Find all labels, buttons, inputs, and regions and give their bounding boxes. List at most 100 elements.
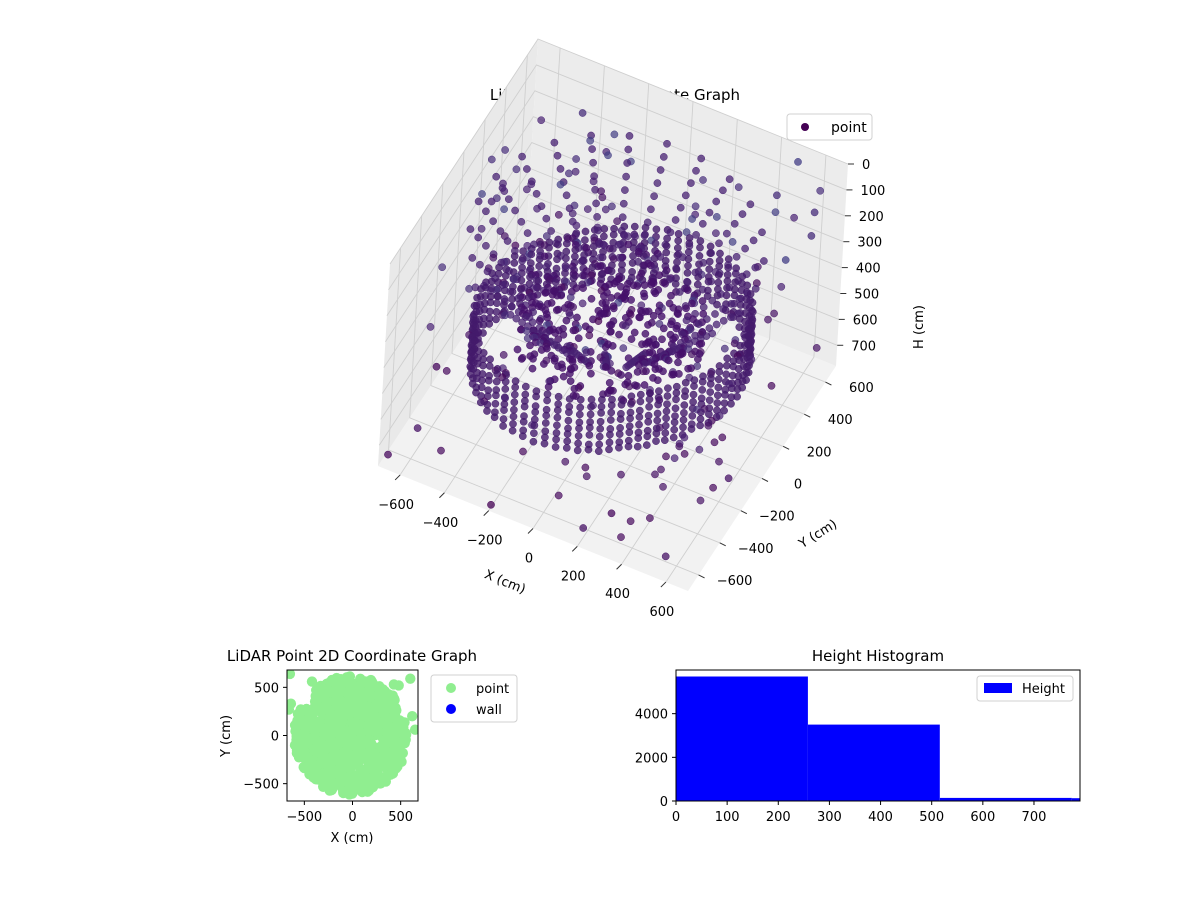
chart-3d-point — [582, 472, 591, 481]
histogram-y-tick-label: 4000 — [635, 708, 668, 723]
chart-3d-point — [519, 247, 527, 256]
chart-3d-point — [625, 382, 634, 391]
chart-2d-point — [364, 718, 375, 729]
chart-3d-point — [681, 191, 690, 200]
chart-3d-point — [659, 153, 668, 161]
y-tick-label: 200 — [807, 445, 832, 460]
chart-3d-point — [559, 330, 568, 339]
chart-3d-point — [479, 329, 487, 337]
chart-3d-point — [697, 408, 705, 416]
chart-3d-point — [728, 238, 737, 246]
chart-3d-point — [722, 229, 731, 238]
chart-3d-point — [607, 401, 616, 410]
chart-3d-point — [600, 232, 608, 241]
chart-3d-point — [627, 296, 635, 304]
chart-3d-point — [606, 416, 615, 424]
chart-3d-point — [698, 377, 707, 386]
chart-3d-point — [585, 423, 594, 432]
chart-2d-point — [347, 679, 358, 690]
chart-3d-point — [581, 227, 590, 236]
histogram-bar — [939, 797, 1072, 801]
grid-line-x — [621, 137, 783, 565]
chart-3d-point — [571, 246, 580, 254]
chart-3d-point — [698, 386, 707, 394]
chart-3d-point — [477, 224, 486, 233]
chart-2d-points — [287, 670, 418, 800]
chart-3d-point — [493, 292, 502, 301]
chart-3d-point — [492, 377, 501, 386]
chart-2d-point — [310, 704, 322, 716]
chart-3d-point — [535, 255, 544, 264]
histogram-y-tick-label: 0 — [660, 795, 668, 810]
chart-3d-point — [540, 360, 548, 368]
chart-3d-point — [615, 330, 623, 339]
chart-3d-point — [563, 430, 572, 438]
y-tick-label: −600 — [717, 574, 753, 589]
chart-3d-point — [725, 175, 734, 184]
chart-3d-point — [687, 179, 695, 187]
chart-2d-point — [300, 722, 312, 734]
chart-3d-point — [600, 292, 608, 300]
chart-3d-point — [537, 116, 546, 125]
chart-3d-point — [714, 375, 723, 384]
chart-3d-point — [531, 408, 540, 416]
chart-3d-point — [607, 366, 616, 375]
chart-3d-point — [694, 320, 703, 328]
chart-3d-point — [581, 236, 589, 244]
chart-3d-point — [654, 400, 662, 409]
chart-3d-point — [680, 401, 689, 409]
chart-3d-point — [697, 154, 706, 163]
grid-line-y — [409, 215, 720, 544]
grid-line-z — [386, 90, 846, 317]
histogram-frame — [675, 669, 1081, 802]
chart-3d-point — [500, 187, 509, 195]
chart-3d-point — [518, 432, 527, 441]
chart-3d-point — [544, 383, 553, 391]
chart-3d-point — [667, 291, 675, 300]
chart-3d-point — [627, 335, 636, 343]
chart-3d-point — [551, 329, 560, 337]
chart-3d-point — [658, 335, 666, 344]
chart-3d-point — [585, 361, 594, 370]
chart-3d-point — [588, 145, 596, 153]
chart-3d-point — [512, 314, 521, 323]
chart-3d-point — [503, 237, 512, 245]
chart-3d-point — [569, 326, 578, 335]
chart-2d-point — [315, 681, 326, 693]
chart-3d-point — [633, 382, 641, 390]
chart-3d-point — [554, 210, 563, 219]
chart-3d-point — [730, 219, 739, 228]
chart-3d-point — [517, 355, 526, 363]
chart-3d-point — [478, 376, 486, 385]
chart-3d-point — [523, 229, 532, 237]
chart-3d-point — [535, 262, 544, 271]
chart-3d-point — [640, 281, 649, 289]
chart-3d-point — [695, 445, 704, 454]
chart-2d-point — [368, 703, 379, 715]
chart-3d-point — [585, 331, 594, 340]
chart-3d-point — [777, 282, 786, 291]
chart-2d-x-axis-label: X (cm) — [331, 831, 374, 846]
chart-2d-legend-wall-marker — [446, 704, 456, 714]
chart-2d-point — [292, 732, 303, 743]
chart-3d-point — [618, 213, 627, 222]
chart-2d-point — [303, 711, 315, 722]
y-tick — [761, 478, 769, 482]
chart-3d-point — [712, 213, 721, 221]
chart-3d-point — [601, 363, 610, 371]
histogram-x-tick-label: 100 — [715, 810, 740, 825]
chart-3d-point — [542, 214, 551, 223]
chart-3d-point — [696, 237, 705, 245]
chart-2d-point — [343, 735, 354, 746]
chart-3d-point — [624, 442, 633, 451]
chart-3d-point — [681, 392, 689, 401]
chart-2d-point — [407, 711, 418, 722]
chart-3d-point — [413, 424, 422, 432]
chart-2d-point — [378, 744, 390, 756]
chart-3d-point — [384, 450, 392, 459]
chart-3d-point — [437, 446, 445, 455]
chart-3d-point — [596, 417, 605, 426]
chart-3d-point — [586, 410, 595, 419]
chart-3d-point — [727, 399, 735, 408]
